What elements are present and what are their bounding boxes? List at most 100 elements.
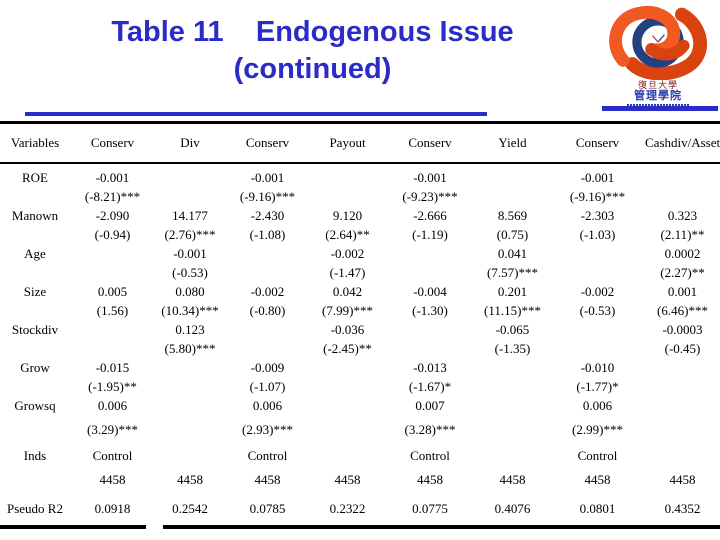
t-statistic-value: (2.11)** [660,227,705,242]
table-cell: 0.323 (2.11)** [645,206,720,244]
table-cell: 4458 [645,470,720,489]
coefficient-value: -0.013 [413,360,447,375]
table-cell: -0.013 (-1.67)* [385,358,475,396]
coefficient-value: 0.323 [667,208,698,223]
coefficient-value: -0.001 [580,170,615,185]
coefficient-value: 8.569 [497,208,528,223]
table-cell: -0.002 (-0.53) [550,282,645,320]
table-cell: 0.4076 [475,499,550,518]
table-cell: -0.001 (-9.23)*** [385,168,475,206]
coefficient-value [225,244,310,263]
coefficient-value [310,396,385,415]
table-cell: 0.0785 [225,499,310,518]
coefficient-value: -2.090 [95,208,130,223]
coefficient-value: 0.0801 [579,500,616,516]
coefficient-value: 4458 [417,472,443,487]
coefficient-value: -2.303 [580,208,615,223]
t-statistic-value: (-2.45)** [323,341,372,356]
table-cell: Control [550,446,645,465]
coefficient-value: 4458 [669,472,696,487]
coefficient-value: 4458 [254,472,281,487]
row-label: Manown [11,208,59,223]
table-cell: -0.001 (-8.21)*** [70,168,155,206]
row-label: Growsq [14,398,56,413]
t-statistic-value: (2.27)** [660,265,705,280]
t-statistic-value [70,339,155,358]
regression-results-table: Variables Conserv Div Conserv Payout Conserv Y… [0,121,720,529]
coefficient-value: 0.4076 [494,500,531,516]
table-cell: 0.0918 [70,499,155,518]
table-cell: 0.2542 [155,499,225,518]
table-cell [550,320,645,358]
table-cell: -0.004 (-1.30) [385,282,475,320]
table-body: ROE -0.001 (-8.21)*** -0.001 (-9.16)*** -0.00… [0,164,720,522]
coefficient-value: -0.002 [330,246,365,261]
coefficient-value [155,168,225,187]
t-statistic-value [310,377,385,396]
t-statistic-value: (-1.08) [249,227,286,242]
t-statistic-value: (10.34)*** [161,303,219,318]
column-header: Conserv [575,135,620,150]
coefficient-value: -0.065 [495,322,530,337]
coefficient-value [70,244,155,263]
coefficient-value: 0.0002 [664,246,701,261]
t-statistic-value: (-1.67)* [408,379,452,394]
t-statistic-value: (-0.53) [172,265,208,280]
title-underline [25,112,487,116]
coefficient-value: -0.001 [250,170,285,185]
table-cell: -0.002 (-1.47) [310,244,385,282]
table-cell: 0.0775 [385,499,475,518]
coefficient-value: -2.666 [413,208,447,223]
logo-underline [602,106,718,111]
coefficient-value: -0.015 [95,360,130,375]
coefficient-value: 9.120 [332,208,363,223]
table-cell [550,244,645,282]
t-statistic-value: (5.80)*** [164,341,216,356]
coefficient-value: -0.001 [173,246,207,261]
coefficient-value [70,320,155,339]
coefficient-value [155,396,225,415]
row-label: Grow [20,360,50,375]
coefficient-value: 0.0785 [249,500,286,516]
table-cell [70,320,155,358]
bottom-rule-segment [163,525,720,529]
table-cell: 0.042 (7.99)*** [310,282,385,320]
t-statistic-value: (-9.23)*** [402,189,458,204]
table-cell [310,396,385,439]
table-bottom-rule [0,525,720,529]
coefficient-value: -0.036 [330,322,365,337]
table-cell: -0.015 (-1.95)** [70,358,155,396]
table-top-rule [0,121,720,124]
column-header: Yield [498,135,527,150]
t-statistic-value: (7.57)*** [487,265,538,280]
bottom-rule-segment [0,525,146,529]
table-cell [645,446,720,465]
table-cell [225,244,310,282]
coefficient-value [310,168,385,187]
coefficient-value [155,446,225,465]
t-statistic-value [310,420,385,439]
coefficient-value: 4458 [99,472,126,487]
table-cell [475,168,550,206]
coefficient-value [550,320,645,339]
table-cell: 0.2322 [310,499,385,518]
table-cell: 0.001 (6.46)*** [645,282,720,320]
t-statistic-value [385,263,475,282]
t-statistic-value: (3.29)*** [87,422,138,437]
table-cell [155,358,225,396]
coefficient-value: 0.4352 [664,500,701,516]
table-cell: 0.006 (2.99)*** [550,396,645,439]
table-cell: 14.177 (2.76)*** [155,206,225,244]
t-statistic-value [155,377,225,396]
t-statistic-value [645,187,720,206]
coefficient-value: 0.042 [332,284,363,299]
coefficient-value [550,244,645,263]
table-cell: -0.001 (-0.53) [155,244,225,282]
t-statistic-value: (1.56) [96,303,129,318]
coefficient-value [645,358,720,377]
table-cell: 4458 [550,470,645,489]
t-statistic-value: (-1.30) [412,303,448,318]
coefficient-value: -0.010 [580,360,615,375]
t-statistic-value: (-0.80) [249,303,286,318]
